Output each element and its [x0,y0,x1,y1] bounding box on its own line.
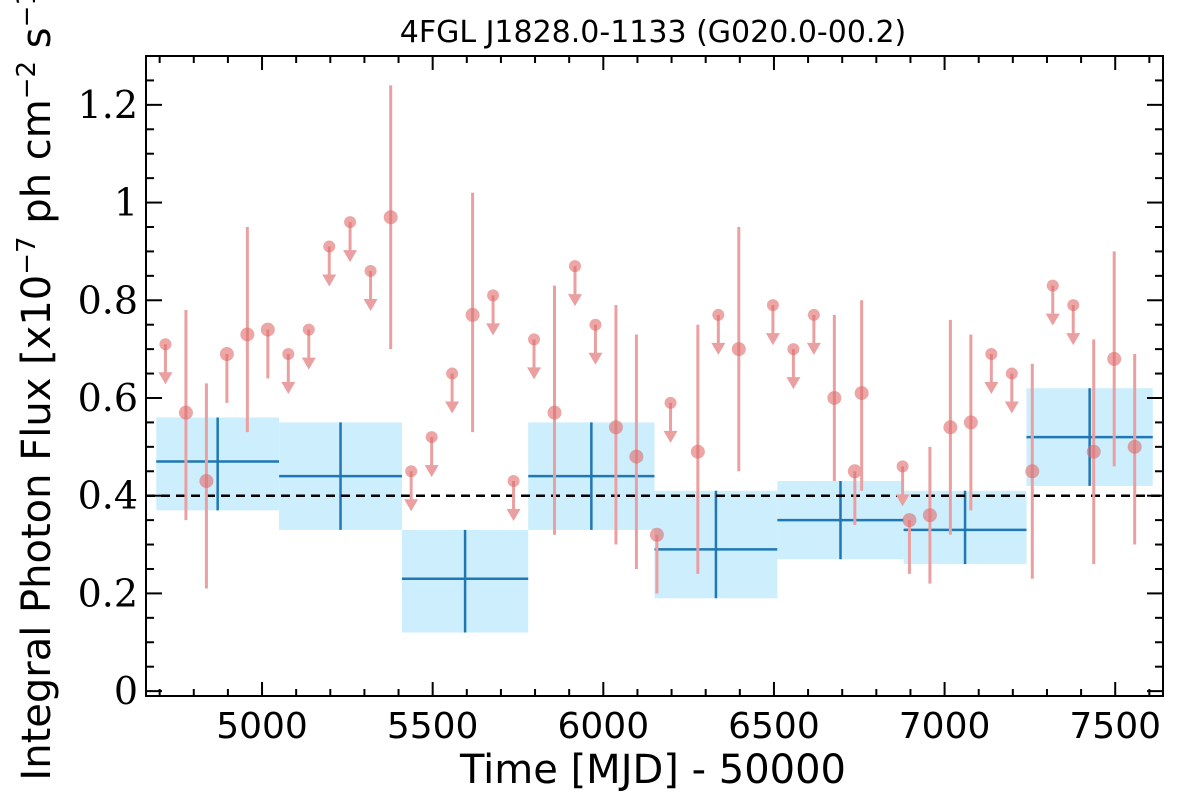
flux-point-20 [1025,464,1040,479]
upper-limit-point-15 [712,308,725,321]
upper-limit-arrow-11 [527,367,542,380]
y-axis-label: Integral Photon Flux [x10−7 ph cm−2 s−1] [12,0,60,781]
upper-limit-arrow-21 [1004,401,1019,414]
x-tick-label-0: 5000 [216,706,308,747]
upper-limit-arrow-14 [663,430,678,443]
x-axis-label: Time [MJD] - 50000 [459,747,846,793]
upper-limit-arrow-7 [424,465,439,478]
flux-point-1 [199,474,214,489]
flux-point-16 [902,513,917,528]
upper-limit-point-7 [425,431,438,444]
x-tick-label-1: 5500 [387,706,479,747]
flux-points [158,85,1142,594]
x-tick-label-5: 7500 [1069,706,1161,747]
y-tick-label-6: 1.2 [78,83,138,127]
upper-limit-point-14 [664,396,677,409]
upper-limit-point-19 [896,460,909,473]
upper-limit-point-4 [344,216,357,229]
upper-limit-arrow-0 [158,372,173,385]
y-tick-label-0: 0 [114,669,138,713]
flux-point-17 [922,508,937,523]
upper-limit-point-2 [302,323,315,336]
upper-limit-arrow-6 [404,499,419,512]
upper-limit-arrow-10 [506,509,521,522]
flux-point-4 [260,322,275,337]
flux-bins [156,388,1153,633]
y-tick-label-5: 1 [114,181,138,225]
upper-limit-arrow-1 [281,382,296,395]
y-tick-label-4: 0.8 [78,278,138,322]
upper-limit-point-5 [364,264,377,277]
upper-limit-arrow-2 [301,357,316,370]
upper-limit-point-6 [405,465,418,478]
upper-limit-point-17 [787,343,800,356]
upper-limit-point-22 [1046,279,1059,292]
plot-frame [145,55,1164,697]
flux-point-0 [178,405,193,420]
flux-point-13 [827,390,842,405]
upper-limit-point-18 [807,308,820,321]
flux-point-19 [963,415,978,430]
upper-limit-arrow-22 [1045,313,1060,326]
flux-point-11 [690,444,705,459]
flux-point-8 [608,420,623,435]
flux-point-22 [1107,351,1122,366]
flux-point-18 [943,420,958,435]
x-tick-label-2: 6000 [557,706,649,747]
upper-limit-point-0 [159,338,172,351]
upper-limit-arrow-19 [895,494,910,507]
upper-limit-arrow-4 [343,250,358,263]
flux-point-9 [629,449,644,464]
flux-point-15 [854,386,869,401]
upper-limit-arrow-23 [1066,333,1081,346]
y-tick-label-3: 0.6 [78,376,138,420]
upper-limit-point-13 [589,318,602,331]
upper-limit-point-3 [323,240,336,253]
upper-limit-point-10 [507,475,520,488]
upper-limit-arrow-16 [765,333,780,346]
axis-ticks: 5000 5500 6000 6500 7000 7500 0 0.2 0.4 0.6 0.8 1 1.… [78,55,1163,747]
x-tick-label-3: 6500 [728,706,820,747]
flux-point-23 [1127,439,1142,454]
y-tick-label-1: 0.2 [78,571,138,615]
flux-point-2 [219,347,234,362]
upper-limit-arrow-3 [322,274,337,287]
upper-limit-arrow-12 [567,294,582,307]
upper-limit-point-21 [1005,367,1018,380]
flux-point-6 [465,307,480,322]
flux-point-5 [383,210,398,225]
flux-point-3 [240,327,255,342]
axes-frame [145,55,1164,697]
upper-limit-arrow-8 [445,401,460,414]
upper-limit-arrow-13 [588,352,603,365]
flux-point-21 [1086,444,1101,459]
y-tick-label-2: 0.4 [78,474,138,518]
upper-limit-point-23 [1067,299,1080,312]
upper-limit-point-9 [487,289,500,302]
upper-limit-point-1 [282,348,295,361]
x-tick-label-4: 7000 [899,706,991,747]
upper-limit-arrow-20 [984,382,999,395]
flux-point-10 [649,527,664,542]
upper-limit-point-20 [985,348,998,361]
upper-limit-arrow-17 [786,377,801,390]
upper-limit-point-12 [568,260,581,273]
upper-limit-point-11 [528,333,541,346]
flux-point-7 [547,405,562,420]
chart-title: 4FGL J1828.0-1133 (G020.0-00.2) [400,15,907,50]
upper-limit-arrow-18 [806,342,821,355]
upper-limit-point-16 [766,299,779,312]
upper-limit-arrow-15 [711,342,726,355]
upper-limit-point-8 [446,367,459,380]
flux-point-12 [731,342,746,357]
upper-limit-arrow-5 [363,298,378,311]
flux-point-14 [847,464,862,479]
upper-limit-arrow-9 [486,323,501,336]
